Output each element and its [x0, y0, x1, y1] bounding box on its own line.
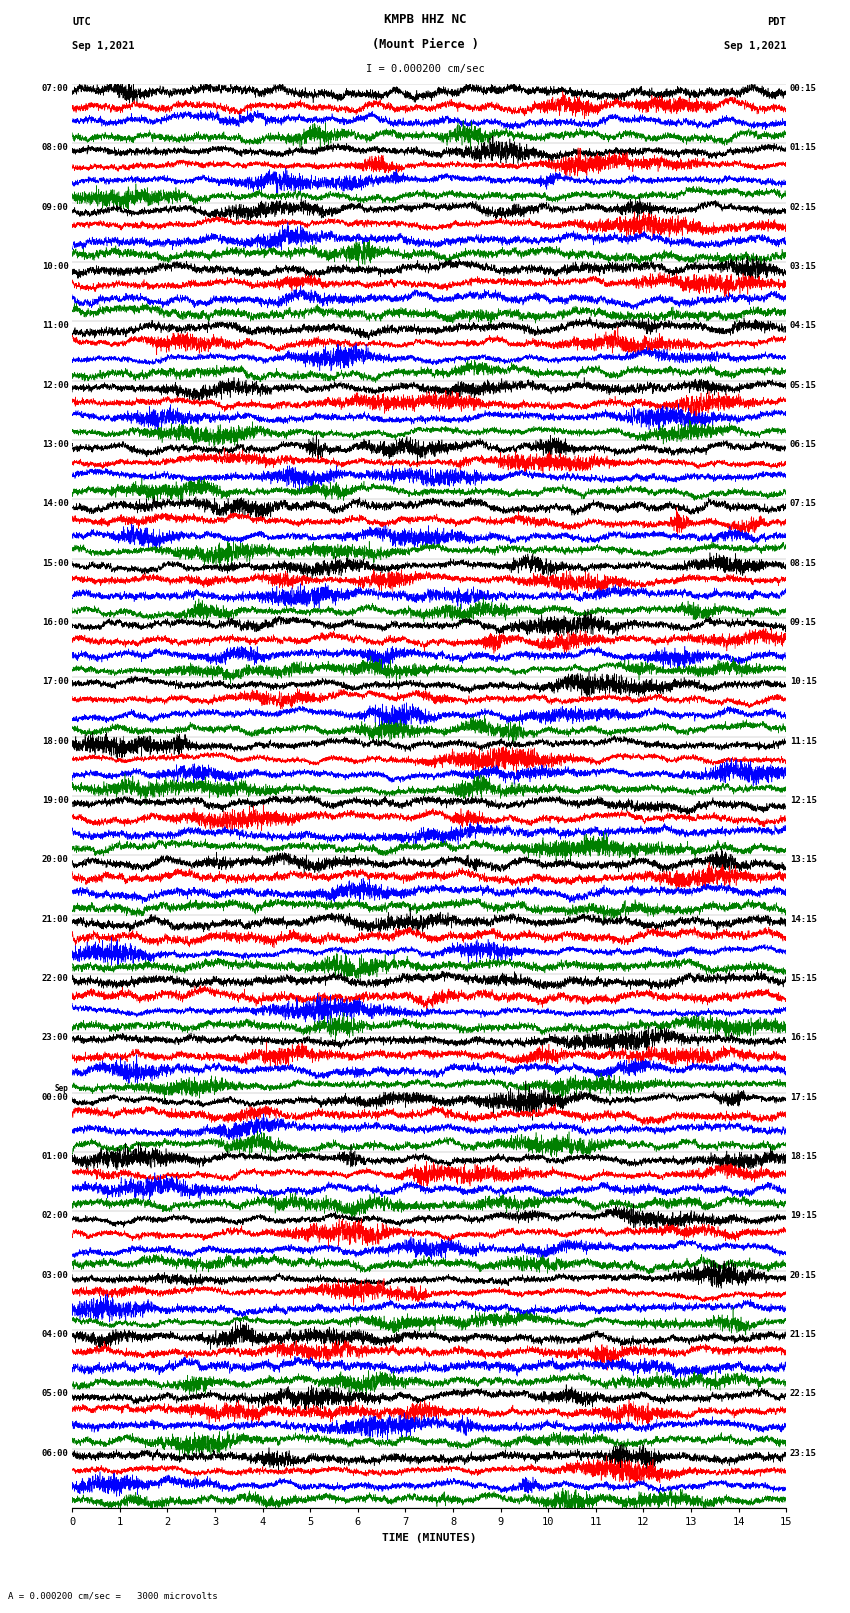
- Text: 12:00: 12:00: [42, 381, 69, 390]
- Text: 05:00: 05:00: [42, 1389, 69, 1398]
- Text: 04:00: 04:00: [42, 1331, 69, 1339]
- Text: 09:15: 09:15: [790, 618, 817, 627]
- Text: 11:00: 11:00: [42, 321, 69, 331]
- Text: 07:00: 07:00: [42, 84, 69, 94]
- Text: 11:15: 11:15: [790, 737, 817, 745]
- Text: 01:15: 01:15: [790, 144, 817, 152]
- Text: 08:15: 08:15: [790, 558, 817, 568]
- Text: 16:15: 16:15: [790, 1034, 817, 1042]
- Text: 06:15: 06:15: [790, 440, 817, 448]
- Text: 07:15: 07:15: [790, 500, 817, 508]
- Text: 23:15: 23:15: [790, 1448, 817, 1458]
- Text: 18:15: 18:15: [790, 1152, 817, 1161]
- Text: 14:00: 14:00: [42, 500, 69, 508]
- Text: 03:00: 03:00: [42, 1271, 69, 1279]
- Text: 16:00: 16:00: [42, 618, 69, 627]
- Text: A = 0.000200 cm/sec =   3000 microvolts: A = 0.000200 cm/sec = 3000 microvolts: [8, 1590, 218, 1600]
- Text: 18:00: 18:00: [42, 737, 69, 745]
- Text: 22:15: 22:15: [790, 1389, 817, 1398]
- Text: PDT: PDT: [768, 16, 786, 27]
- Text: 03:15: 03:15: [790, 261, 817, 271]
- Text: 00:15: 00:15: [790, 84, 817, 94]
- Text: 05:15: 05:15: [790, 381, 817, 390]
- Text: (Mount Pierce ): (Mount Pierce ): [371, 39, 479, 52]
- Text: 17:00: 17:00: [42, 677, 69, 686]
- Text: 10:15: 10:15: [790, 677, 817, 686]
- Text: 14:15: 14:15: [790, 915, 817, 924]
- Text: 19:00: 19:00: [42, 797, 69, 805]
- Text: Sep: Sep: [54, 1084, 69, 1092]
- Text: 13:15: 13:15: [790, 855, 817, 865]
- Text: 02:15: 02:15: [790, 203, 817, 211]
- Text: 23:00: 23:00: [42, 1034, 69, 1042]
- Text: 17:15: 17:15: [790, 1092, 817, 1102]
- Text: I = 0.000200 cm/sec: I = 0.000200 cm/sec: [366, 65, 484, 74]
- Text: 02:00: 02:00: [42, 1211, 69, 1221]
- Text: 20:15: 20:15: [790, 1271, 817, 1279]
- Text: 15:15: 15:15: [790, 974, 817, 982]
- Text: 01:00: 01:00: [42, 1152, 69, 1161]
- Text: 15:00: 15:00: [42, 558, 69, 568]
- Text: 08:00: 08:00: [42, 144, 69, 152]
- Text: Sep 1,2021: Sep 1,2021: [72, 40, 135, 52]
- Text: 13:00: 13:00: [42, 440, 69, 448]
- Text: 09:00: 09:00: [42, 203, 69, 211]
- Text: 12:15: 12:15: [790, 797, 817, 805]
- Text: 22:00: 22:00: [42, 974, 69, 982]
- Text: Sep 1,2021: Sep 1,2021: [723, 40, 786, 52]
- Text: 21:00: 21:00: [42, 915, 69, 924]
- Text: 20:00: 20:00: [42, 855, 69, 865]
- Text: 04:15: 04:15: [790, 321, 817, 331]
- Text: 10:00: 10:00: [42, 261, 69, 271]
- Text: KMPB HHZ NC: KMPB HHZ NC: [383, 13, 467, 26]
- X-axis label: TIME (MINUTES): TIME (MINUTES): [382, 1532, 477, 1542]
- Text: 06:00: 06:00: [42, 1448, 69, 1458]
- Text: 21:15: 21:15: [790, 1331, 817, 1339]
- Text: 00:00: 00:00: [42, 1092, 69, 1102]
- Text: UTC: UTC: [72, 16, 91, 27]
- Text: 19:15: 19:15: [790, 1211, 817, 1221]
